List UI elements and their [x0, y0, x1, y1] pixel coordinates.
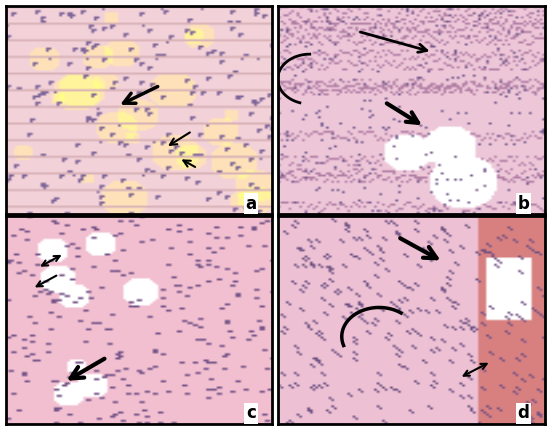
Text: d: d: [517, 404, 529, 422]
Text: a: a: [245, 195, 256, 213]
Text: c: c: [246, 404, 256, 422]
Text: b: b: [517, 195, 529, 213]
